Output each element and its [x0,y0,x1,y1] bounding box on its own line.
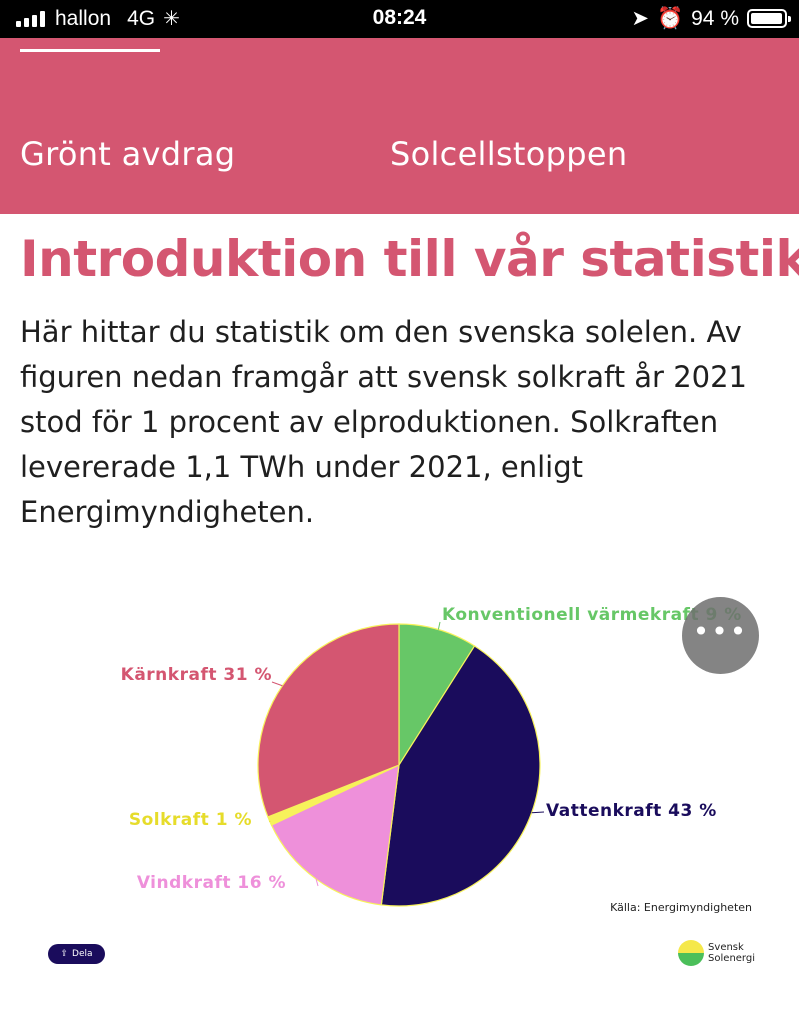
status-right: ➤ ⏰ 94 % [631,6,791,31]
tab-solcellstoppen[interactable]: Solcellstoppen [390,135,628,173]
logo-mark-icon [678,940,705,966]
svensk-solenergi-logo: Svensk Solenergi [678,940,755,966]
more-options-button[interactable]: ••• [682,597,759,674]
chart-source: Källa: Energimyndigheten [610,901,752,914]
pie-label-2: Vindkraft 16 % [137,873,286,893]
share-icon: ⇪ [60,949,69,959]
pie-label-3: Solkraft 1 % [129,810,252,830]
leader-line-2 [315,878,319,887]
pie-slice-1[interactable] [380,645,541,907]
leader-line-1 [531,811,545,814]
share-label: Dela [72,949,93,959]
pie-chart-svg: Konventionell värmekraft 9 % Vattenkraft … [121,605,742,907]
leader-line-0 [437,621,441,630]
alarm-icon: ⏰ [656,6,684,30]
network-label: 4G [127,6,156,30]
battery-percent: 94 % [691,6,739,30]
status-bar: hallon 4G ✳ 08:24 ➤ ⏰ 94 % [0,0,799,38]
intro-text: Här hittar du statistik om den svenska s… [20,315,747,529]
page-title: Introduktion till vår statistik [20,230,799,288]
pie-slice-2[interactable] [270,763,400,906]
top-navigation: Grönt avdrag Solcellstoppen [0,38,799,214]
pie-chart: Konventionell värmekraft 9 % Vattenkraft … [0,570,799,990]
pie-label-4: Kärnkraft 31 % [121,665,272,685]
battery-icon [747,9,791,28]
logo-line-2: Solenergi [708,953,755,964]
location-icon: ➤ [631,7,649,30]
clock: 08:24 [372,6,427,29]
pie-slice-4[interactable] [257,623,400,818]
logo-line-1: Svensk [708,942,744,953]
signal-icon [16,10,45,27]
tab-gront-avdrag[interactable]: Grönt avdrag [20,135,236,173]
pie-label-0: Konventionell värmekraft 9 % [442,605,742,625]
more-icon: ••• [692,615,749,648]
pie-slice-0[interactable] [398,623,476,768]
pie-label-1: Vattenkraft 43 % [546,801,717,821]
carrier-label: hallon [55,6,112,30]
logo-text: Svensk Solenergi [708,942,755,964]
active-tab-indicator [20,49,160,52]
share-button[interactable]: ⇪ Dela [48,944,105,964]
loading-icon: ✳ [163,8,180,30]
status-left: hallon 4G ✳ [16,6,180,31]
leader-line-4 [271,681,283,687]
